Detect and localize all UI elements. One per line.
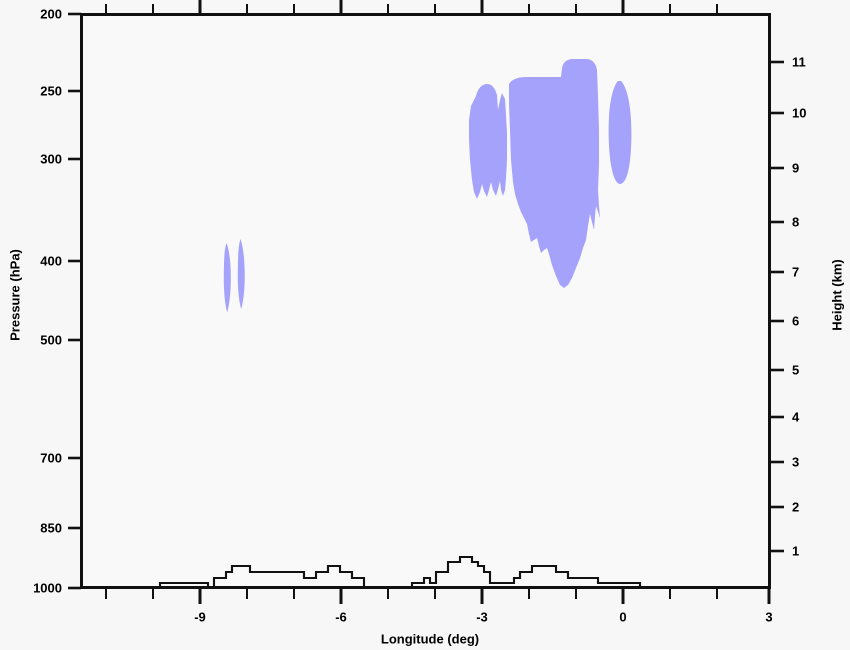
right-tick-label-9: 9 (792, 160, 799, 175)
top-axis-minor-ticks (105, 4, 718, 14)
right-tick-label-6: 6 (792, 313, 799, 328)
cloud-region-right-blob (608, 81, 632, 184)
right-tick-label-1: 1 (792, 543, 799, 558)
cloud-region-main-core (509, 59, 600, 288)
left-tick-label-300: 300 (40, 151, 62, 166)
terrain-step-line (81, 555, 770, 590)
right-tick-label-7: 7 (792, 264, 799, 279)
cloud-region-left-sliver-a (223, 243, 231, 313)
right-tick-label-8: 8 (792, 214, 799, 229)
top-axis-major-ticks (198, 0, 625, 14)
left-axis-ticks (68, 12, 81, 590)
x-tick-label-3: 3 (765, 609, 772, 624)
left-tick-label-200: 200 (40, 6, 62, 21)
bottom-axis-tick-labels: -9 -6 -3 0 3 (194, 609, 772, 624)
left-tick-label-250: 250 (40, 83, 62, 98)
x-tick-label--6: -6 (335, 609, 347, 624)
right-tick-label-11: 11 (792, 54, 806, 69)
y-axis-title-right: Height (km) (829, 259, 844, 331)
left-tick-label-850: 850 (40, 520, 62, 535)
right-tick-label-5: 5 (792, 362, 799, 377)
x-tick-label--9: -9 (194, 609, 206, 624)
x-axis-title: Longitude (deg) (381, 631, 479, 646)
cloud-region-main-complex (469, 84, 507, 199)
right-axis-ticks (769, 60, 784, 553)
cloud-region-left-sliver-b (237, 239, 245, 309)
left-tick-label-500: 500 (40, 332, 62, 347)
x-tick-label--3: -3 (476, 609, 488, 624)
left-tick-label-400: 400 (40, 253, 62, 268)
surface-orography-layer (81, 555, 770, 590)
right-tick-label-10: 10 (792, 105, 806, 120)
left-axis-tick-labels: 200 250 300 400 500 700 850 1000 (33, 6, 62, 595)
right-tick-label-3: 3 (792, 454, 799, 469)
bottom-axis-minor-ticks (105, 588, 718, 599)
cloud-regions-layer (223, 59, 632, 313)
axis-frame (80, 13, 771, 589)
x-tick-label-0: 0 (619, 609, 626, 624)
right-tick-label-2: 2 (792, 499, 799, 514)
left-tick-label-700: 700 (40, 450, 62, 465)
y-axis-title-left: Pressure (hPa) (7, 249, 22, 341)
left-tick-label-1000: 1000 (33, 580, 62, 595)
bottom-axis-major-ticks (198, 588, 771, 604)
right-axis-tick-labels: 11 10 9 8 7 6 5 4 3 2 1 (792, 54, 806, 558)
right-tick-label-4: 4 (792, 409, 800, 424)
plot-area-background (81, 13, 770, 588)
tick-marks (68, 0, 784, 604)
